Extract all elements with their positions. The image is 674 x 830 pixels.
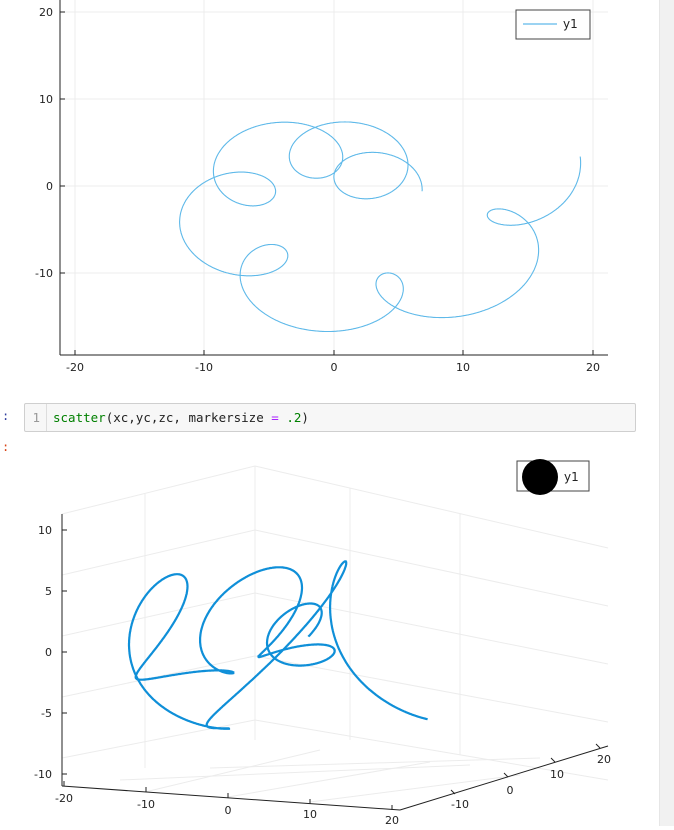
plot-2d-grid — [60, 0, 608, 355]
z-tick-label: -10 — [34, 768, 52, 781]
y-tick-label: 0 — [507, 784, 514, 797]
plot-3d-series-y1-markers — [127, 560, 428, 730]
x-tick-label: 0 — [331, 361, 338, 374]
y-tick-label: -10 — [35, 267, 53, 280]
code-token-args: xc,yc,zc, markersize — [113, 410, 272, 425]
z-tick-label: 5 — [45, 585, 52, 598]
y-tick-label: 20 — [39, 6, 53, 19]
x-tick-label: -20 — [55, 792, 73, 805]
legend-label: y1 — [563, 17, 578, 31]
code-token-operator: = — [271, 410, 279, 425]
x-tick-label: -10 — [195, 361, 213, 374]
code-line[interactable]: scatter(xc,yc,zc, markersize = .2) — [47, 410, 309, 425]
input-prompt: : — [2, 409, 10, 423]
code-token-close-paren: ) — [301, 410, 309, 425]
y-tick-label: 10 — [550, 768, 564, 781]
x-tick-label: 20 — [586, 361, 600, 374]
plot-2d: -20 -10 0 10 20 20 10 0 -10 y1 — [35, 0, 608, 374]
z-tick-label: -5 — [41, 707, 52, 720]
x-tick-label: 0 — [225, 804, 232, 817]
plot-3d-legend: y1 — [516, 459, 590, 495]
code-token-function: scatter — [53, 410, 106, 425]
x-tick-label: 10 — [303, 808, 317, 821]
x-tick-label: -10 — [137, 798, 155, 811]
legend-label: y1 — [564, 470, 579, 484]
plot-3d-grid — [61, 465, 609, 803]
z-tick-label: 0 — [45, 646, 52, 659]
plot-3d-y-axis — [399, 745, 609, 811]
code-token-open-paren: ( — [105, 410, 114, 425]
plot-2d-series-y1-line — [179, 121, 582, 333]
code-token-number: .2 — [286, 410, 302, 425]
x-tick-label: 20 — [385, 814, 399, 826]
x-tick-label: 10 — [456, 361, 470, 374]
output-prompt: : — [2, 440, 10, 454]
legend-marker-swatch — [522, 459, 558, 495]
y-tick-label: 10 — [39, 93, 53, 106]
plot-3d-x-axis — [61, 785, 401, 811]
y-tick-label: 20 — [597, 753, 611, 766]
plot-2d-legend: y1 — [515, 9, 591, 40]
y-tick-label: 0 — [46, 180, 53, 193]
plot-3d: 10 5 0 -5 -10 -20 -10 0 10 20 -10 0 10 2… — [34, 459, 611, 827]
z-tick-label: 10 — [38, 524, 52, 537]
y-tick-label: -10 — [451, 798, 469, 811]
scrollbar-track[interactable] — [659, 0, 674, 826]
line-number: 1 — [25, 404, 47, 431]
plot-2d-output: -20 -10 0 10 20 20 10 0 -10 y1 — [0, 0, 640, 380]
x-tick-label: -20 — [66, 361, 84, 374]
code-cell-editor[interactable]: 1 scatter(xc,yc,zc, markersize = .2) — [24, 403, 636, 432]
plot-3d-output: 10 5 0 -5 -10 -20 -10 0 10 20 -10 0 10 2… — [0, 450, 640, 827]
